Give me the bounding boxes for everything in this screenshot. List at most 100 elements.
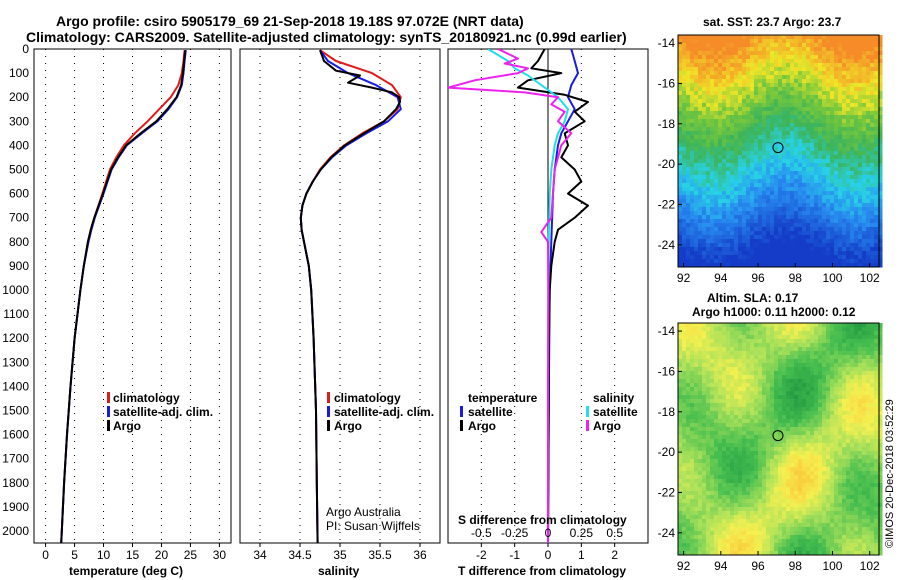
heatmap-cell	[782, 167, 787, 172]
heatmap-cell	[866, 431, 871, 436]
heatmap-cell	[822, 423, 827, 428]
heatmap-cell	[854, 255, 859, 260]
heatmap-cell	[782, 59, 787, 64]
heatmap-cell	[838, 403, 843, 408]
heatmap-cell	[682, 199, 687, 204]
heatmap-cell	[794, 119, 799, 124]
heatmap-cell	[714, 119, 719, 124]
heatmap-cell	[718, 447, 723, 452]
heatmap-cell	[806, 59, 811, 64]
heatmap-cell	[838, 463, 843, 468]
heatmap-cell	[786, 343, 791, 348]
heatmap-cell	[818, 103, 823, 108]
heatmap-cell	[798, 355, 803, 360]
heatmap-cell	[730, 223, 735, 228]
heatmap-cell	[774, 203, 779, 208]
heatmap-cell	[790, 123, 795, 128]
heatmap-cell	[726, 75, 731, 80]
heatmap-cell	[866, 371, 871, 376]
heatmap-cell	[758, 167, 763, 172]
heatmap-cell	[790, 427, 795, 432]
heatmap-cell	[842, 239, 847, 244]
heatmap-cell	[782, 111, 787, 116]
heatmap-cell	[790, 59, 795, 64]
heatmap-cell	[730, 203, 735, 208]
heatmap-cell	[866, 111, 871, 116]
heatmap-cell	[730, 207, 735, 212]
x-tick-label: 0	[545, 548, 552, 562]
heatmap-cell	[850, 351, 855, 356]
heatmap-cell	[830, 99, 835, 104]
heatmap-cell	[818, 71, 823, 76]
heatmap-cell	[794, 231, 799, 236]
heatmap-cell	[870, 47, 875, 52]
heatmap-cell	[798, 131, 803, 136]
heatmap-cell	[838, 231, 843, 236]
heatmap-cell	[854, 219, 859, 224]
heatmap-cell	[746, 467, 751, 472]
heatmap-cell	[842, 107, 847, 112]
heatmap-cell	[726, 111, 731, 116]
heatmap-cell	[842, 151, 847, 156]
heatmap-cell	[846, 463, 851, 468]
heatmap-cell	[870, 243, 875, 248]
heatmap-cell	[738, 111, 743, 116]
heatmap-cell	[722, 87, 727, 92]
heatmap-cell	[770, 383, 775, 388]
heatmap-cell	[818, 199, 823, 204]
heatmap-cell	[710, 75, 715, 80]
heatmap-cell	[842, 207, 847, 212]
heatmap-cell	[706, 83, 711, 88]
heatmap-cell	[878, 399, 883, 404]
heatmap-cell	[718, 179, 723, 184]
heatmap-cell	[682, 411, 687, 416]
heatmap-cell	[874, 215, 879, 220]
heatmap-cell	[858, 203, 863, 208]
heatmap-cell	[830, 127, 835, 132]
heatmap-cell	[746, 247, 751, 252]
heatmap-cell	[690, 59, 695, 64]
heatmap-cell	[846, 223, 851, 228]
heatmap-cell	[718, 343, 723, 348]
heatmap-cell	[826, 79, 831, 84]
heatmap-cell	[702, 455, 707, 460]
heatmap-cell	[878, 431, 883, 436]
heatmap-cell	[806, 251, 811, 256]
heatmap-cell	[746, 47, 751, 52]
heatmap-cell	[790, 387, 795, 392]
heatmap-cell	[830, 95, 835, 100]
heatmap-cell	[698, 103, 703, 108]
heatmap-cell	[810, 387, 815, 392]
heatmap-cell	[850, 391, 855, 396]
heatmap-cell	[798, 331, 803, 336]
heatmap-cell	[782, 411, 787, 416]
heatmap-cell	[758, 171, 763, 176]
heatmap-cell	[694, 323, 699, 328]
heatmap-cell	[834, 255, 839, 260]
heatmap-cell	[758, 463, 763, 468]
heatmap-cell	[734, 111, 739, 116]
heatmap-cell	[686, 163, 691, 168]
heatmap-cell	[758, 451, 763, 456]
heatmap-cell	[790, 163, 795, 168]
heatmap-cell	[746, 99, 751, 104]
heatmap-cell	[794, 199, 799, 204]
heatmap-cell	[718, 67, 723, 72]
heatmap-cell	[758, 151, 763, 156]
heatmap-cell	[878, 331, 883, 336]
heatmap-cell	[782, 211, 787, 216]
heatmap-cell	[770, 155, 775, 160]
heatmap-cell	[846, 451, 851, 456]
heatmap-cell	[738, 147, 743, 152]
heatmap-cell	[862, 203, 867, 208]
heatmap-cell	[726, 423, 731, 428]
heatmap-cell	[714, 155, 719, 160]
heatmap-cell	[730, 47, 735, 52]
heatmap-cell	[778, 407, 783, 412]
heatmap-cell	[870, 215, 875, 220]
heatmap-cell	[842, 427, 847, 432]
heatmap-cell	[806, 159, 811, 164]
heatmap-cell	[678, 95, 683, 100]
heatmap-cell	[766, 39, 771, 44]
heatmap-cell	[854, 343, 859, 348]
